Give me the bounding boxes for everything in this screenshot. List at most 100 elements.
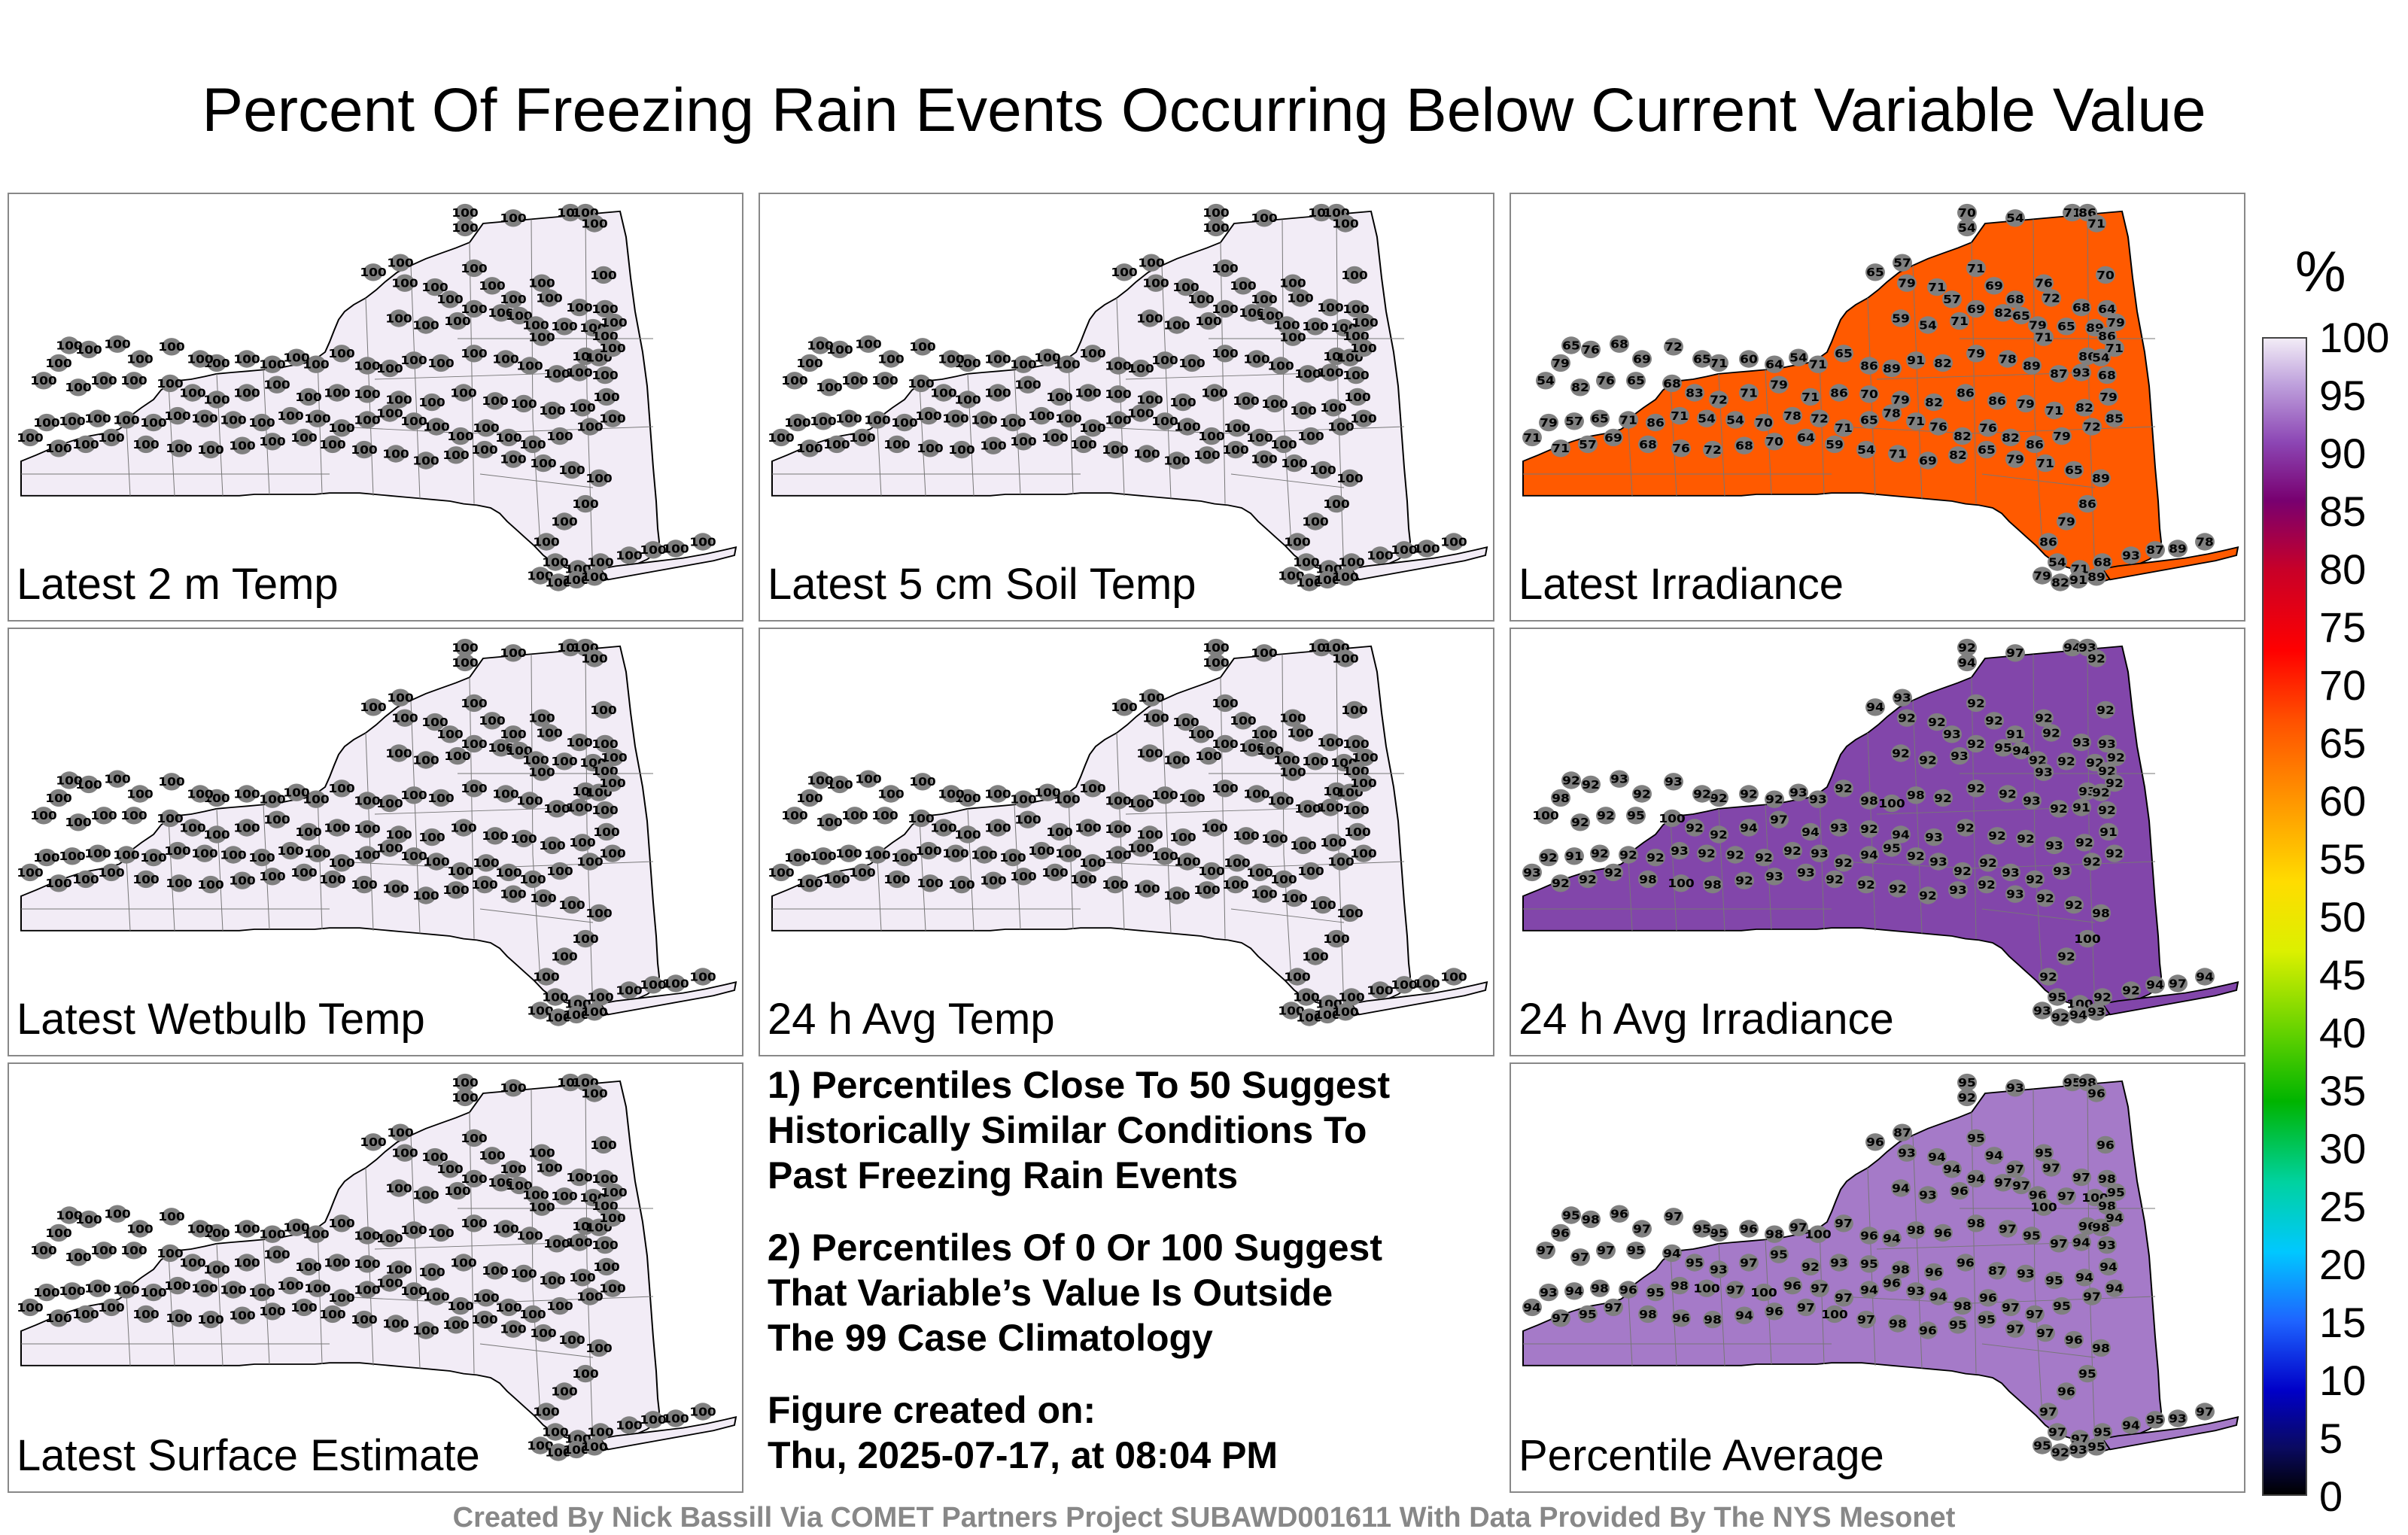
station-value: 97 bbox=[1835, 1217, 1853, 1230]
station-value: 79 bbox=[2017, 397, 2035, 411]
station-value: 100 bbox=[1174, 420, 1200, 433]
station-marker: 95 bbox=[1957, 1073, 1977, 1092]
station-marker: 100 bbox=[891, 848, 918, 867]
station-marker: 92 bbox=[1888, 880, 1908, 898]
station-marker: 93 bbox=[2072, 363, 2091, 381]
station-marker: 68 bbox=[2097, 366, 2117, 385]
station-marker: 100 bbox=[304, 1279, 331, 1297]
station-marker: 71 bbox=[1739, 384, 1759, 402]
station-marker: 65 bbox=[1977, 440, 1996, 459]
station-value: 100 bbox=[412, 454, 439, 467]
station-value: 64 bbox=[1797, 431, 1815, 445]
station-marker: 93 bbox=[1808, 790, 1828, 808]
station-marker: 100 bbox=[354, 357, 381, 375]
station-marker: 95 bbox=[1685, 1254, 1704, 1272]
station-marker: 94 bbox=[1801, 822, 1820, 841]
station-marker: 100 bbox=[542, 988, 569, 1006]
station-value: 100 bbox=[768, 866, 794, 880]
station-value: 95 bbox=[1978, 1313, 1996, 1327]
station-value: 100 bbox=[482, 829, 508, 843]
station-marker: 92 bbox=[2075, 834, 2094, 852]
station-marker: 100 bbox=[290, 863, 318, 882]
station-marker: 100 bbox=[140, 413, 167, 432]
station-value: 100 bbox=[479, 1149, 505, 1163]
station-value: 100 bbox=[591, 1239, 618, 1252]
station-value: 92 bbox=[2083, 855, 2101, 868]
station-value: 72 bbox=[1710, 393, 1728, 406]
station-value: 100 bbox=[1222, 443, 1248, 457]
station-marker: 100 bbox=[220, 1281, 247, 1299]
station-value: 100 bbox=[157, 377, 183, 391]
station-value: 94 bbox=[2099, 1260, 2118, 1274]
station-marker: 100 bbox=[784, 848, 811, 867]
station-value: 100 bbox=[324, 821, 350, 834]
station-marker: 92 bbox=[1685, 819, 1704, 837]
station-value: 100 bbox=[412, 1188, 439, 1202]
station-value: 98 bbox=[1953, 1299, 1972, 1313]
station-value: 100 bbox=[807, 339, 833, 352]
station-marker: 100 bbox=[1127, 839, 1154, 857]
station-marker: 100 bbox=[17, 428, 44, 447]
station-marker: 92 bbox=[2106, 748, 2126, 767]
station-value: 100 bbox=[461, 1132, 487, 1145]
station-marker: 95 bbox=[1578, 1305, 1598, 1324]
station-marker: 100 bbox=[938, 785, 965, 803]
station-marker: 100 bbox=[1251, 290, 1278, 309]
station-marker: 100 bbox=[1163, 886, 1190, 904]
station-value: 100 bbox=[1079, 782, 1105, 795]
station-value: 100 bbox=[581, 1087, 607, 1100]
station-value: 100 bbox=[164, 1279, 190, 1293]
station-marker: 97 bbox=[1998, 1220, 2017, 1238]
station-value: 96 bbox=[1860, 1229, 1878, 1242]
station-value: 100 bbox=[826, 778, 853, 792]
station-marker: 100 bbox=[303, 1225, 330, 1243]
station-marker: 100 bbox=[187, 350, 214, 368]
station-marker: 100 bbox=[328, 1289, 355, 1307]
long-island-outline bbox=[1350, 980, 1488, 1016]
station-value: 65 bbox=[2065, 464, 2083, 477]
station-marker: 93 bbox=[1906, 1282, 1926, 1300]
station-marker: 65 bbox=[1561, 336, 1581, 354]
station-marker: 94 bbox=[2099, 1257, 2118, 1276]
station-marker: 100 bbox=[1297, 862, 1324, 880]
station-value: 97 bbox=[1811, 1281, 1829, 1295]
long-island-outline bbox=[599, 1415, 737, 1451]
station-marker: 100 bbox=[229, 1306, 256, 1324]
station-value: 93 bbox=[1523, 866, 1541, 880]
station-marker: 100 bbox=[954, 354, 981, 372]
station-marker: 78 bbox=[2195, 533, 2215, 551]
station-value: 93 bbox=[1811, 847, 1829, 860]
station-marker: 68 bbox=[2093, 553, 2112, 571]
station-value: 100 bbox=[387, 691, 413, 704]
station-marker: 100 bbox=[400, 351, 427, 369]
station-marker: 100 bbox=[1351, 748, 1379, 767]
station-marker: 92 bbox=[1966, 694, 1986, 713]
station-marker: 100 bbox=[1279, 763, 1306, 781]
station-marker: 100 bbox=[387, 688, 414, 707]
station-marker: 100 bbox=[1278, 567, 1305, 585]
station-marker: 100 bbox=[1323, 929, 1350, 948]
station-value: 100 bbox=[585, 1342, 612, 1355]
station-marker: 100 bbox=[295, 388, 322, 406]
station-marker: 93 bbox=[2087, 1003, 2106, 1021]
station-value: 100 bbox=[45, 442, 71, 455]
station-marker: 100 bbox=[999, 848, 1026, 867]
station-marker: 86 bbox=[1956, 384, 1975, 402]
station-marker: 100 bbox=[17, 863, 44, 882]
station-value: 100 bbox=[1224, 856, 1250, 870]
colorbar-tick-label: 5 bbox=[2319, 1415, 2343, 1462]
station-marker: 100 bbox=[1367, 981, 1394, 999]
station-value: 100 bbox=[1010, 357, 1036, 371]
county-boundary bbox=[531, 219, 541, 546]
station-marker: 100 bbox=[640, 541, 667, 559]
station-value: 92 bbox=[1735, 874, 1753, 887]
station-value: 100 bbox=[1297, 430, 1324, 443]
station-value: 96 bbox=[1740, 1222, 1758, 1236]
station-marker: 100 bbox=[1028, 406, 1055, 425]
station-value: 92 bbox=[1919, 753, 1937, 767]
station-marker: 100 bbox=[539, 401, 566, 420]
station-marker: 87 bbox=[2049, 365, 2069, 383]
station-marker: 98 bbox=[1703, 1310, 1722, 1329]
station-value: 100 bbox=[412, 753, 439, 767]
